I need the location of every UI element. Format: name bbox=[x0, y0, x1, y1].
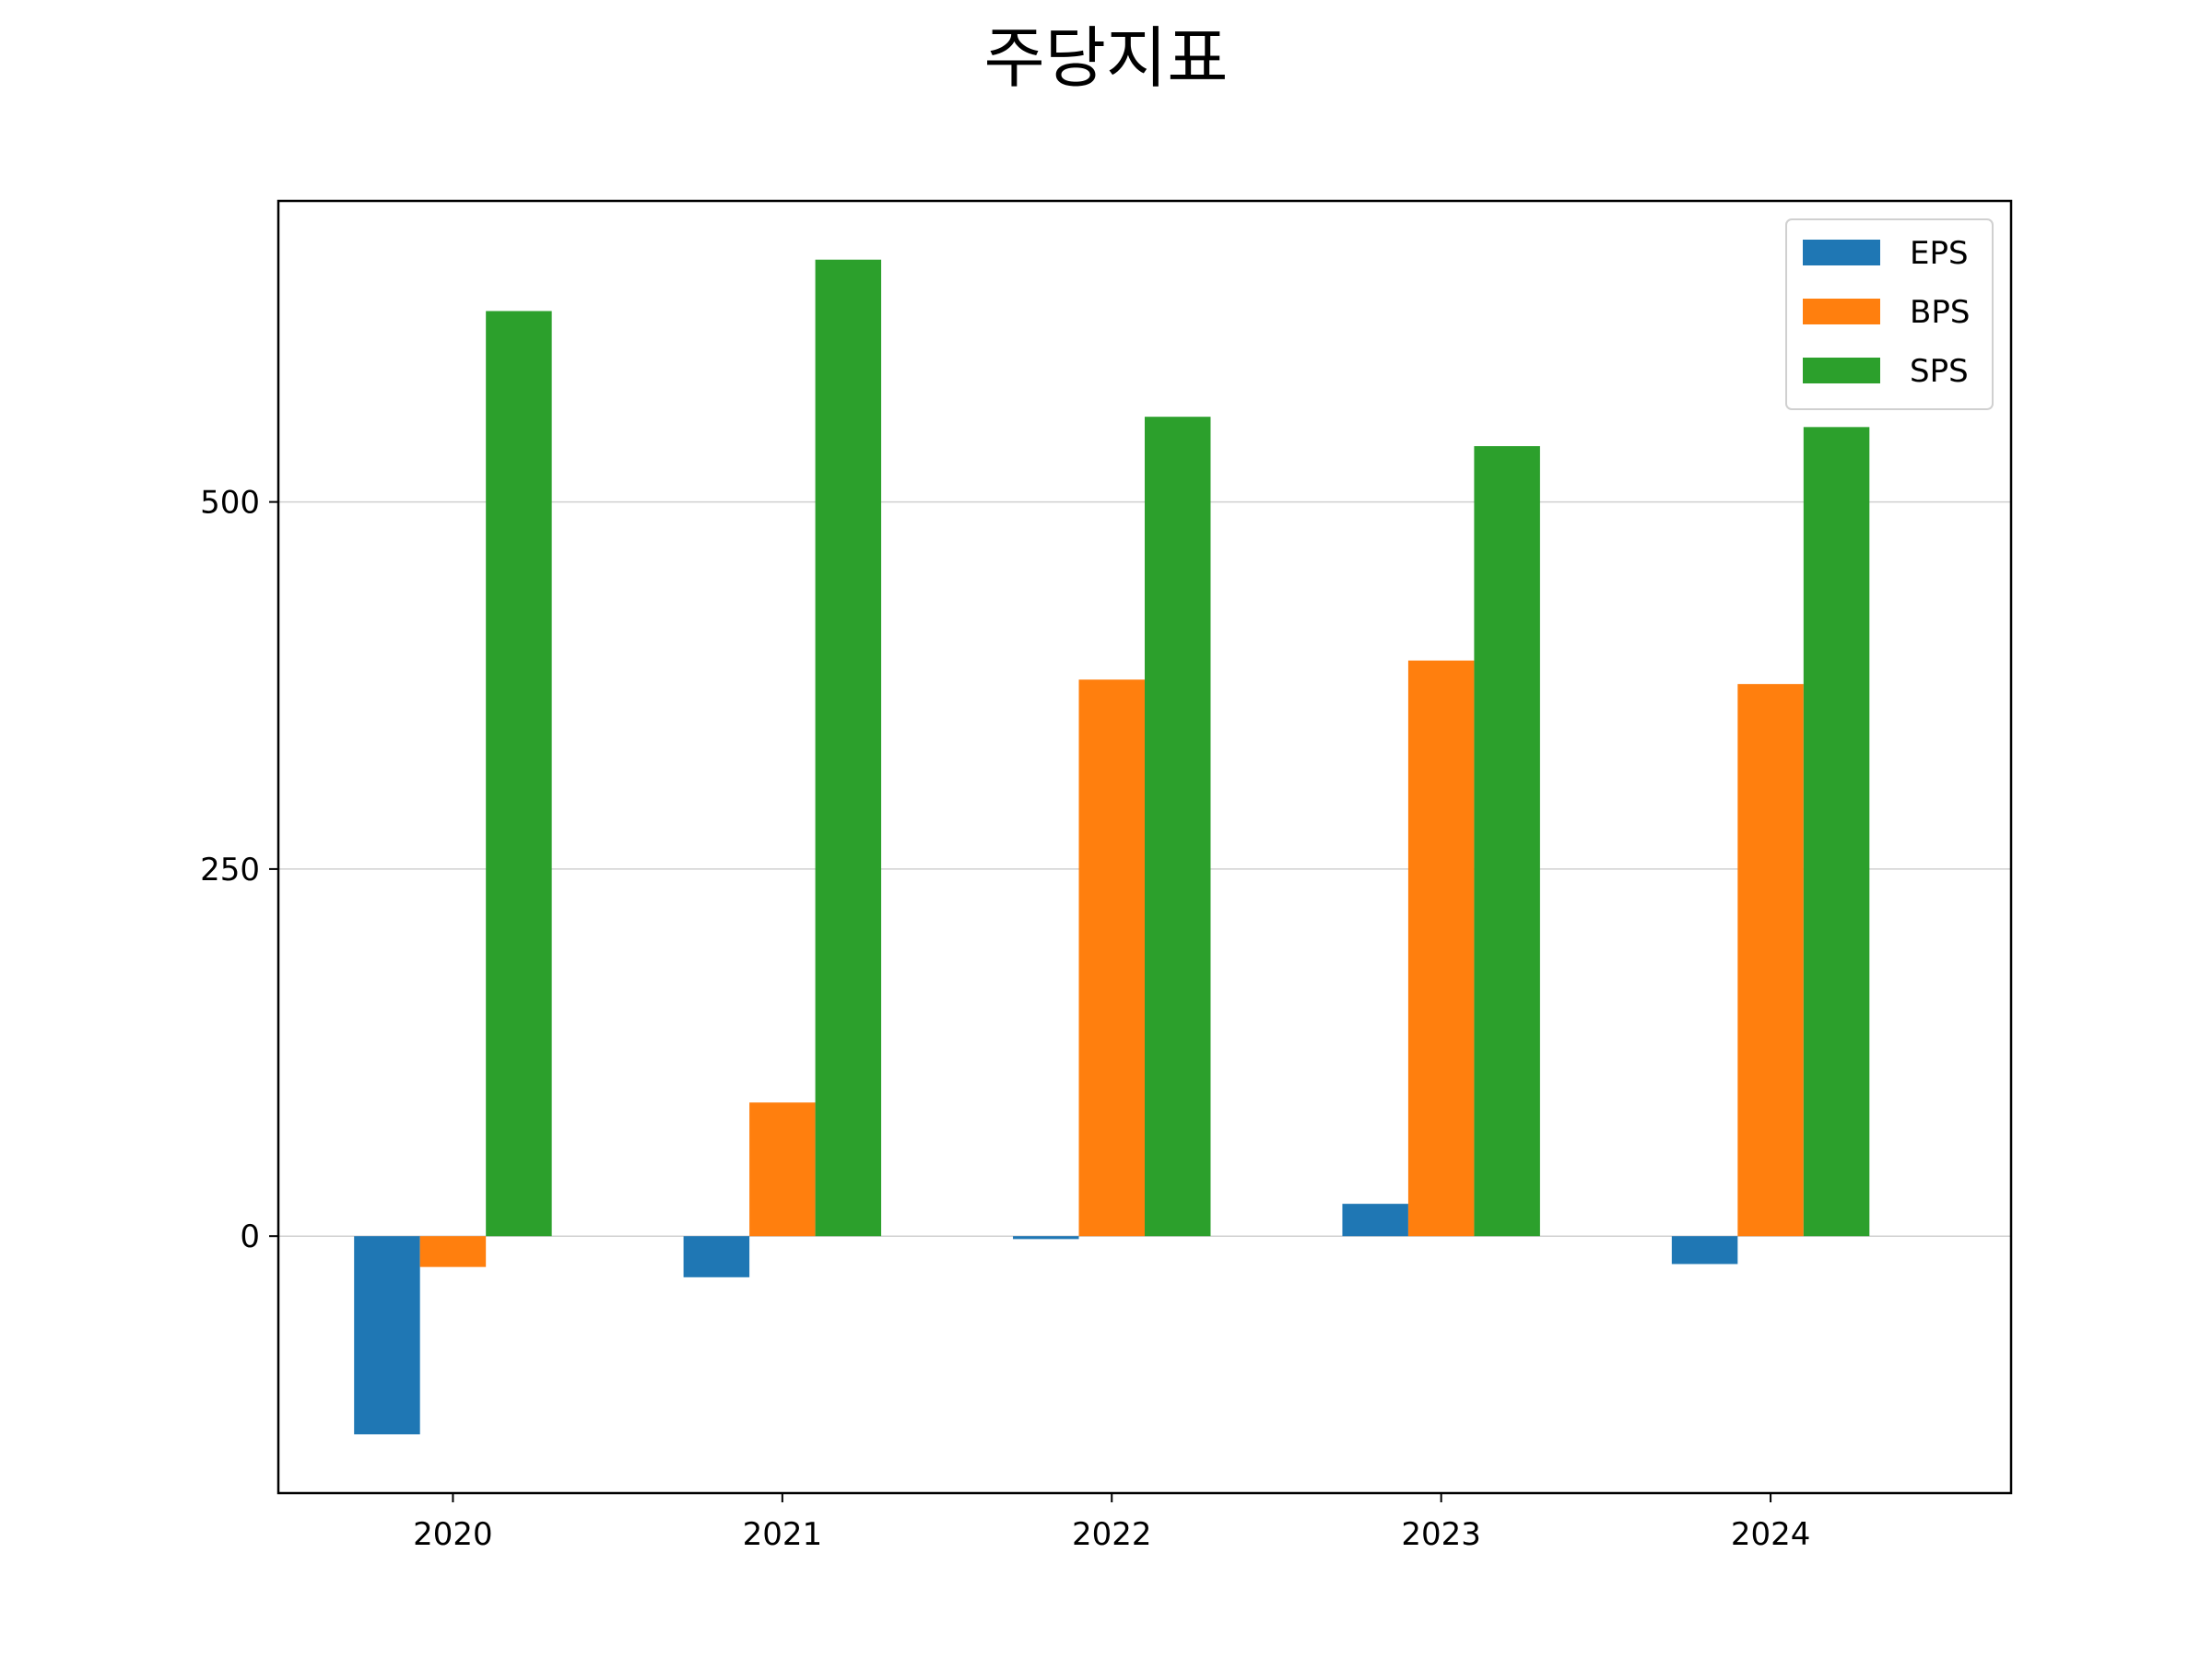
y-tick-label: 0 bbox=[240, 1218, 260, 1255]
legend-label-sps: SPS bbox=[1910, 353, 1969, 390]
bar-bps-2024 bbox=[1737, 684, 1804, 1237]
x-tick-label: 2020 bbox=[413, 1516, 493, 1553]
x-tick-label: 2022 bbox=[1072, 1516, 1152, 1553]
legend: EPS BPS SPS bbox=[1785, 218, 1994, 410]
bar-bps-2022 bbox=[1078, 679, 1145, 1237]
legend-swatch-sps bbox=[1803, 358, 1880, 383]
bar-eps-2020 bbox=[354, 1236, 420, 1435]
legend-label-eps: EPS bbox=[1910, 235, 1969, 272]
bars bbox=[354, 259, 1870, 1435]
y-tick-label: 500 bbox=[200, 485, 260, 522]
bar-bps-2021 bbox=[749, 1102, 816, 1237]
chart-title: 주당지표 bbox=[984, 19, 1229, 97]
bar-sps-2024 bbox=[1803, 427, 1870, 1237]
x-tick-label: 2024 bbox=[1731, 1516, 1811, 1553]
bar-bps-2023 bbox=[1407, 660, 1475, 1237]
bar-sps-2023 bbox=[1474, 446, 1540, 1237]
axis-ticks: 0 250 500 2020 2021 2022 2023 2024 bbox=[200, 485, 1810, 1553]
bar-sps-2020 bbox=[486, 311, 552, 1237]
bar-eps-2023 bbox=[1342, 1204, 1408, 1237]
y-tick-label: 250 bbox=[200, 852, 260, 888]
bar-eps-2021 bbox=[683, 1236, 750, 1277]
x-tick-label: 2023 bbox=[1401, 1516, 1481, 1553]
bar-eps-2024 bbox=[1671, 1236, 1738, 1265]
legend-swatch-eps bbox=[1803, 240, 1880, 265]
bar-eps-2022 bbox=[1013, 1236, 1079, 1240]
legend-swatch-bps bbox=[1803, 299, 1880, 324]
legend-label-bps: BPS bbox=[1910, 294, 1970, 331]
bar-bps-2020 bbox=[419, 1236, 487, 1267]
bar-sps-2022 bbox=[1145, 417, 1211, 1237]
bar-sps-2021 bbox=[815, 259, 882, 1237]
plot-frame bbox=[276, 199, 2013, 1495]
x-tick-label: 2021 bbox=[743, 1516, 823, 1553]
